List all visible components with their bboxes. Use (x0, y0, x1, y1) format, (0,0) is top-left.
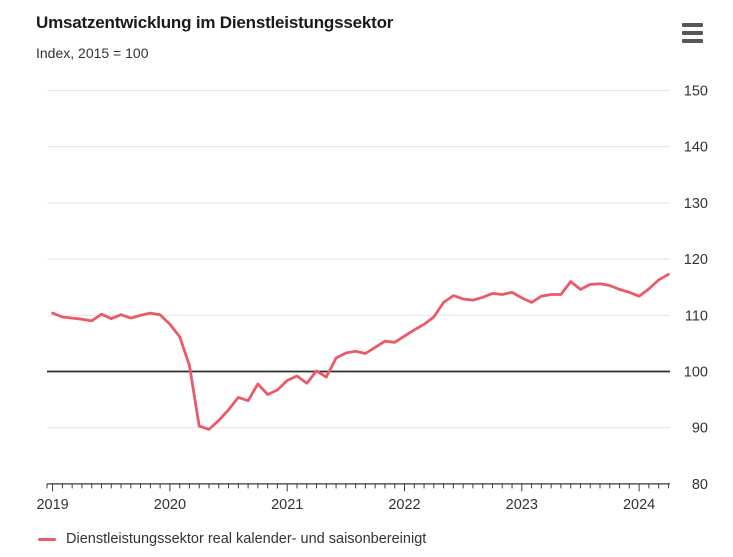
y-tick-label: 120 (684, 252, 708, 268)
y-tick-label: 90 (692, 421, 708, 437)
x-tick-label: 2024 (623, 497, 655, 513)
chart-subtitle: Index, 2015 = 100 (36, 45, 149, 61)
legend: Dienstleistungssektor real kalender- und… (38, 528, 426, 550)
y-tick-label: 130 (684, 196, 708, 212)
series-line (51, 272, 670, 431)
x-tick-label: 2023 (506, 497, 538, 513)
menu-button[interactable] (682, 23, 710, 43)
y-tick-label: 150 (684, 84, 708, 100)
x-tick-label: 2019 (36, 497, 68, 513)
x-tick-label: 2021 (271, 497, 303, 513)
chart-title: Umsatzentwicklung im Dienstleistungssekt… (36, 13, 394, 32)
hamburger-menu-icon (682, 39, 703, 43)
x-tick-label: 2022 (388, 497, 420, 513)
legend-series-swatch (38, 537, 56, 541)
y-tick-label: 140 (684, 140, 708, 156)
x-tick-label: 2020 (154, 497, 186, 513)
y-tick-label: 100 (684, 365, 708, 381)
y-tick-label: 110 (685, 308, 708, 324)
legend-label: Dienstleistungssektor real kalender- und… (66, 531, 427, 547)
y-tick-label: 80 (692, 477, 708, 493)
hamburger-menu-icon (682, 31, 703, 35)
hamburger-menu-icon (682, 23, 703, 27)
